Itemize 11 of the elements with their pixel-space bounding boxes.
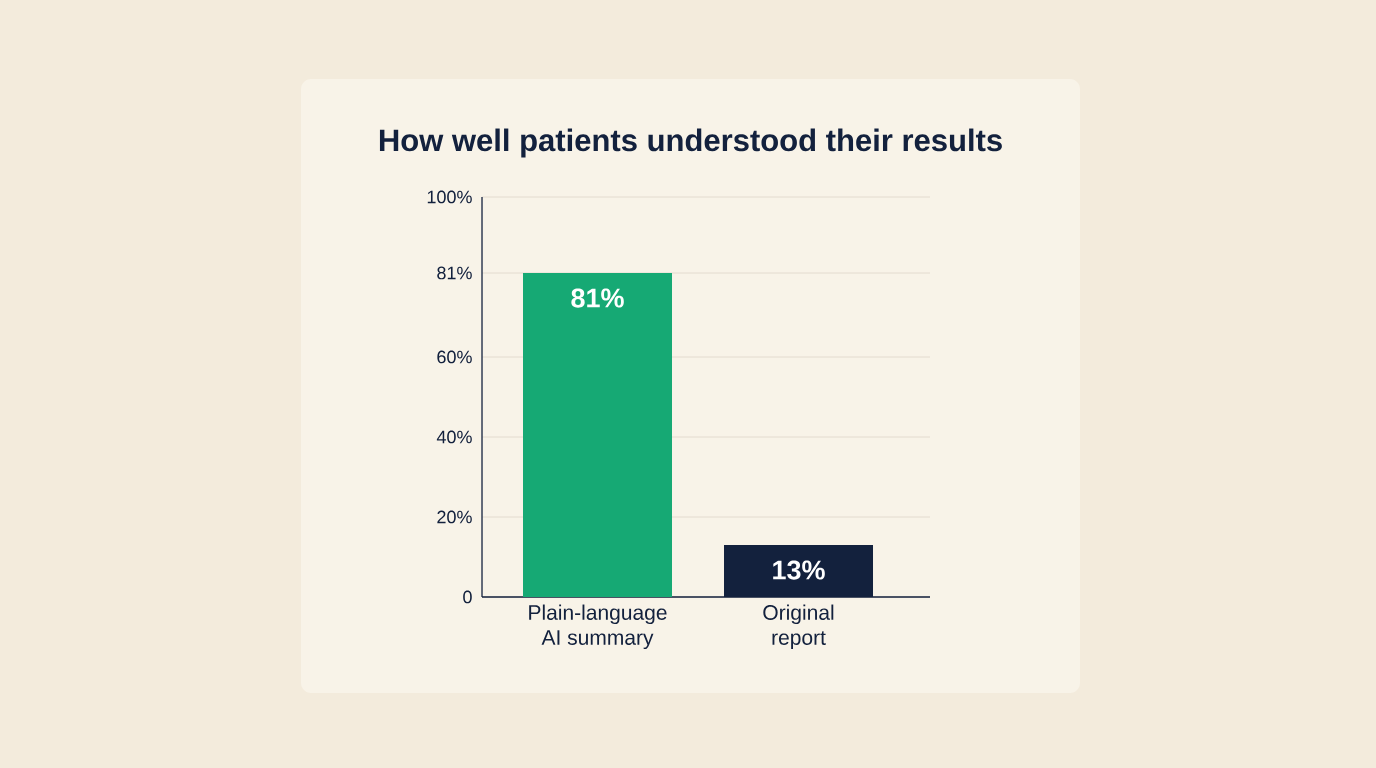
y-tick-label: 0	[463, 590, 472, 604]
chart-title: How well patients understood their results	[379, 128, 1002, 158]
x-tick-label: Original report	[763, 604, 834, 650]
y-tick-label: 81%	[437, 266, 472, 280]
data-label: 13%	[773, 560, 825, 580]
y-tick-label: 20%	[437, 510, 472, 524]
x-tick-label: Plain-language AI summary	[529, 604, 667, 650]
y-tick-label: 60%	[437, 350, 472, 364]
y-tick-label: 40%	[436, 430, 472, 444]
y-tick-label: 100%	[427, 190, 472, 204]
data-label: 81%	[571, 288, 624, 308]
